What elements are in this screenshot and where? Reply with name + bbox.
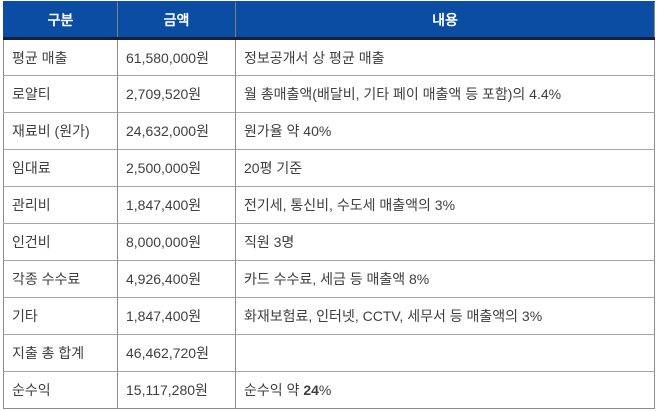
cell-content: 20평 기준	[235, 149, 655, 187]
cell-amount: 2,500,000원	[117, 149, 236, 187]
cell-category: 기타	[3, 297, 118, 335]
cell-category: 관리비	[3, 186, 118, 224]
cell-content: 월 총매출액(배달비, 기타 페이 매출액 등 포함)의 4.4%	[235, 75, 655, 113]
cost-breakdown-table: 구분 금액 내용 평균 매출 61,580,000원 정보공개서 상 평균 매출…	[3, 1, 655, 409]
cell-amount: 1,847,400원	[117, 186, 236, 224]
cell-category: 로얄티	[3, 75, 118, 113]
cell-amount: 15,117,280원	[117, 371, 236, 409]
net-profit-percent-bold: 24	[303, 382, 319, 398]
cell-amount: 8,000,000원	[117, 223, 236, 261]
cost-breakdown-table-container: 구분 금액 내용 평균 매출 61,580,000원 정보공개서 상 평균 매출…	[3, 1, 655, 409]
table-row: 임대료 2,500,000원 20평 기준	[3, 149, 655, 187]
cell-amount: 4,926,400원	[117, 260, 236, 298]
cell-amount: 61,580,000원	[117, 38, 236, 76]
cell-content: 카드 수수료, 세금 등 매출액 8%	[235, 260, 655, 298]
table-row: 순수익 15,117,280원 순수익 약 24%	[3, 371, 655, 409]
cell-category: 인건비	[3, 223, 118, 261]
cell-category: 평균 매출	[3, 38, 118, 76]
table-row: 지출 총 합계 46,462,720원	[3, 334, 655, 372]
cell-amount: 24,632,000원	[117, 112, 236, 150]
table-row: 재료비 (원가) 24,632,000원 원가율 약 40%	[3, 112, 655, 150]
cell-amount: 1,847,400원	[117, 297, 236, 335]
table-row: 로얄티 2,709,520원 월 총매출액(배달비, 기타 페이 매출액 등 포…	[3, 75, 655, 113]
header-content: 내용	[235, 1, 655, 40]
cell-category: 임대료	[3, 149, 118, 187]
table-header-row: 구분 금액 내용	[3, 1, 655, 40]
cell-content: 정보공개서 상 평균 매출	[235, 38, 655, 76]
table-row: 평균 매출 61,580,000원 정보공개서 상 평균 매출	[3, 38, 655, 76]
cell-content: 순수익 약 24%	[235, 371, 655, 409]
table-row: 인건비 8,000,000원 직원 3명	[3, 223, 655, 261]
cell-content: 원가율 약 40%	[235, 112, 655, 150]
header-category: 구분	[3, 1, 118, 40]
cell-content	[235, 334, 655, 372]
cell-category: 재료비 (원가)	[3, 112, 118, 150]
net-profit-text: 순수익 약	[244, 382, 304, 398]
cell-amount: 46,462,720원	[117, 334, 236, 372]
net-profit-percent-sign: %	[318, 382, 332, 398]
table-row: 각종 수수료 4,926,400원 카드 수수료, 세금 등 매출액 8%	[3, 260, 655, 298]
cell-category: 순수익	[3, 371, 118, 409]
header-amount: 금액	[117, 1, 236, 40]
cell-category: 지출 총 합계	[3, 334, 118, 372]
cell-content: 직원 3명	[235, 223, 655, 261]
cell-content: 화재보험료, 인터넷, CCTV, 세무서 등 매출액의 3%	[235, 297, 655, 335]
table-row: 관리비 1,847,400원 전기세, 통신비, 수도세 매출액의 3%	[3, 186, 655, 224]
cell-category: 각종 수수료	[3, 260, 118, 298]
table-row: 기타 1,847,400원 화재보험료, 인터넷, CCTV, 세무서 등 매출…	[3, 297, 655, 335]
cell-amount: 2,709,520원	[117, 75, 236, 113]
cell-content: 전기세, 통신비, 수도세 매출액의 3%	[235, 186, 655, 224]
